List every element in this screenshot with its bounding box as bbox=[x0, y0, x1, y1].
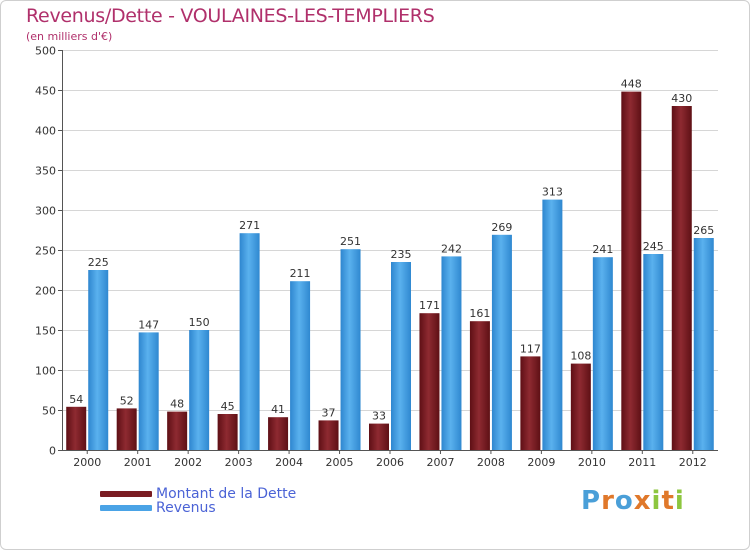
bars bbox=[66, 91, 714, 450]
y-tick-label: 0 bbox=[49, 445, 56, 458]
data-label-revenus: 147 bbox=[138, 318, 159, 331]
data-label-revenus: 251 bbox=[340, 235, 361, 248]
y-tick-label: 500 bbox=[35, 45, 56, 58]
data-label-revenus: 242 bbox=[441, 242, 462, 255]
y-tick-label: 450 bbox=[35, 85, 56, 98]
chart-subtitle: (en milliers d'€) bbox=[26, 30, 113, 43]
legend-label-dette: Montant de la Dette bbox=[156, 486, 297, 502]
x-tick-label: 2007 bbox=[426, 456, 454, 469]
y-tick-label: 100 bbox=[35, 365, 56, 378]
bar-revenus bbox=[693, 238, 714, 450]
logo-letter: o bbox=[614, 486, 634, 516]
legend-swatch-dette bbox=[100, 491, 152, 497]
y-tick-label: 50 bbox=[42, 405, 56, 418]
bar-revenus bbox=[441, 256, 462, 450]
bar-revenus bbox=[491, 234, 512, 450]
x-tick-label: 2002 bbox=[174, 456, 202, 469]
logo-letter: i bbox=[674, 486, 685, 516]
bar-revenus bbox=[391, 262, 411, 450]
bar-dette bbox=[671, 106, 692, 450]
bar-dette bbox=[268, 417, 289, 450]
chart-title: Revenus/Dette - VOULAINES-LES-TEMPLIERS bbox=[26, 5, 435, 27]
y-tick-label: 400 bbox=[35, 125, 56, 138]
x-tick-label: 2011 bbox=[628, 456, 656, 469]
x-tick-label: 2008 bbox=[477, 456, 505, 469]
x-tick-label: 2005 bbox=[326, 456, 354, 469]
y-tick-label: 250 bbox=[35, 245, 56, 258]
grid-lines bbox=[62, 50, 718, 411]
data-label-revenus: 211 bbox=[290, 267, 311, 280]
data-label-dette: 117 bbox=[520, 342, 541, 355]
bar-revenus bbox=[138, 332, 159, 450]
bar-dette bbox=[621, 91, 642, 450]
data-label-dette: 430 bbox=[671, 92, 692, 105]
bar-revenus bbox=[592, 257, 613, 450]
axes: 0 50 100 150 200 250 300 350 400 450 500 2000 2001 20… bbox=[35, 45, 718, 469]
bar-dette bbox=[419, 313, 440, 450]
data-label-revenus: 265 bbox=[693, 224, 714, 237]
y-tick-label: 150 bbox=[35, 325, 56, 338]
data-label-dette: 171 bbox=[419, 299, 440, 312]
bar-dette bbox=[570, 363, 591, 450]
data-label-dette: 108 bbox=[570, 350, 591, 363]
bar-revenus bbox=[189, 330, 210, 450]
x-tick-label: 2003 bbox=[225, 456, 253, 469]
data-label-dette: 33 bbox=[372, 410, 386, 423]
bar-revenus bbox=[239, 233, 260, 450]
logo-letter: r bbox=[601, 486, 615, 516]
bar-dette bbox=[217, 414, 238, 450]
x-tick-label: 2012 bbox=[679, 456, 707, 469]
data-label-revenus: 150 bbox=[189, 316, 210, 329]
bar-dette bbox=[469, 321, 490, 450]
data-label-revenus: 225 bbox=[88, 256, 109, 269]
labels: 54 225 52 147 48 150 45 271 41 211 37 251 33 235 171 24… bbox=[69, 78, 714, 423]
x-tick-label: 2001 bbox=[124, 456, 152, 469]
data-label-revenus: 235 bbox=[391, 248, 412, 261]
x-tick-label: 2004 bbox=[275, 456, 303, 469]
x-tick-label: 2010 bbox=[578, 456, 606, 469]
data-label-revenus: 271 bbox=[239, 219, 260, 232]
data-label-dette: 37 bbox=[322, 406, 336, 419]
bar-dette bbox=[167, 411, 188, 450]
data-label-dette: 54 bbox=[69, 393, 83, 406]
data-label-dette: 48 bbox=[170, 398, 184, 411]
bar-dette bbox=[369, 423, 389, 450]
bar-dette bbox=[520, 356, 541, 450]
data-label-revenus: 313 bbox=[542, 186, 563, 199]
data-label-dette: 448 bbox=[621, 78, 642, 91]
bar-revenus bbox=[340, 249, 361, 450]
proxiti-logo: Proxiti bbox=[581, 486, 685, 516]
bar-dette bbox=[318, 420, 339, 450]
bar-dette bbox=[116, 408, 137, 450]
data-label-revenus: 241 bbox=[592, 243, 613, 256]
data-label-dette: 41 bbox=[271, 403, 285, 416]
logo-letter: x bbox=[633, 486, 652, 516]
data-label-dette: 161 bbox=[469, 307, 490, 320]
data-label-revenus: 245 bbox=[643, 240, 664, 253]
y-tick-label: 200 bbox=[35, 285, 56, 298]
bar-revenus bbox=[290, 281, 311, 450]
y-tick-label: 300 bbox=[35, 205, 56, 218]
x-tick-label: 2000 bbox=[73, 456, 101, 469]
logo-letter: i bbox=[651, 486, 662, 516]
logo-letter: P bbox=[581, 486, 602, 516]
y-tick-label: 350 bbox=[35, 165, 56, 178]
data-label-dette: 45 bbox=[221, 400, 235, 413]
legend-swatch-revenus bbox=[100, 505, 152, 511]
bar-revenus bbox=[542, 199, 563, 450]
data-label-dette: 52 bbox=[120, 394, 134, 407]
x-tick-label: 2009 bbox=[527, 456, 555, 469]
data-label-revenus: 269 bbox=[491, 221, 512, 234]
bar-revenus bbox=[643, 254, 664, 450]
bar-dette bbox=[66, 406, 87, 450]
x-tick-label: 2006 bbox=[376, 456, 404, 469]
logo-letter: t bbox=[661, 486, 675, 516]
bar-revenus bbox=[88, 270, 109, 450]
legend-label-revenus: Revenus bbox=[156, 500, 216, 516]
